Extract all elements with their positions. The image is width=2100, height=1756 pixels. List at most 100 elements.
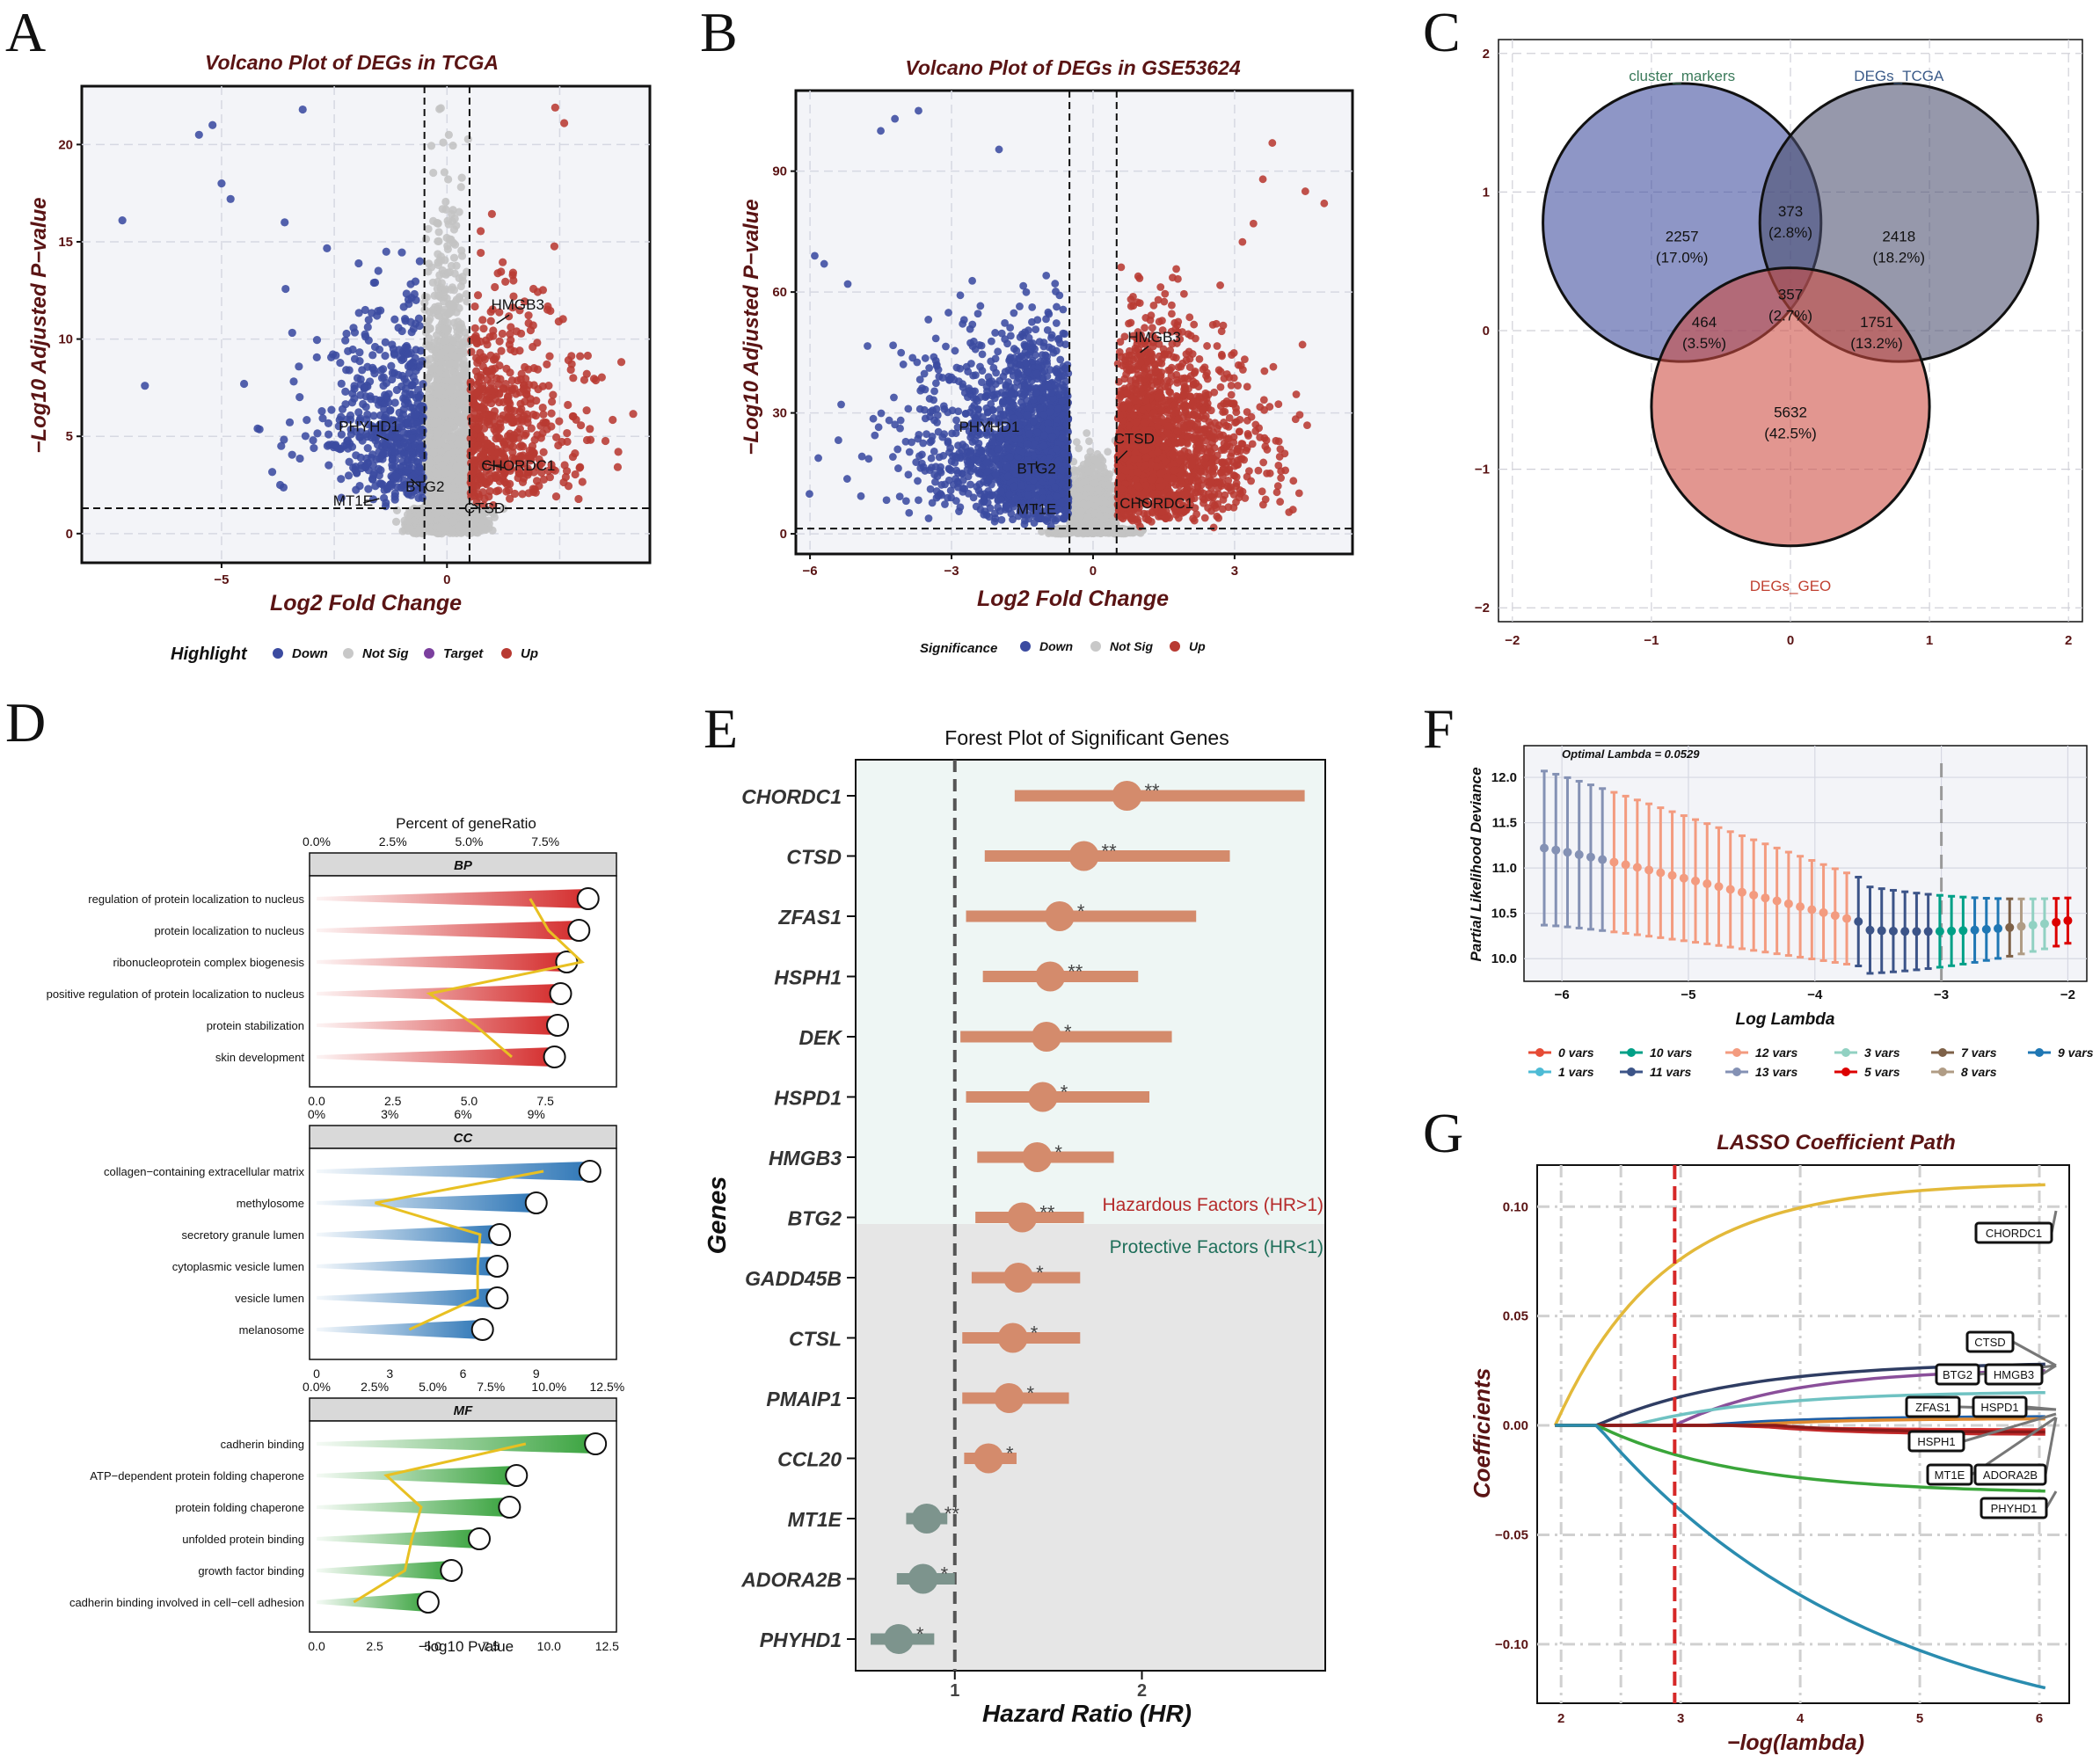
point-ns [446, 387, 455, 396]
point-down [364, 316, 373, 324]
point-up [552, 433, 561, 441]
gene-label: CHORDC1 [481, 457, 555, 474]
point-down [366, 392, 375, 401]
point-down [1010, 309, 1018, 317]
point-down [281, 218, 289, 227]
point-down [288, 328, 296, 338]
gene-label: HMGB3 [491, 296, 543, 313]
point-up [470, 324, 479, 332]
x-tick-label: −5 [214, 572, 229, 587]
point-down [267, 468, 277, 477]
point-ns [436, 104, 445, 113]
panel-a-points [82, 86, 650, 563]
point-down [361, 403, 370, 412]
point-up [530, 485, 539, 494]
point-ns [454, 383, 463, 391]
point-up [494, 426, 503, 434]
point-ns [455, 522, 463, 531]
point-up [498, 329, 507, 339]
point-down [360, 384, 368, 393]
point-down [944, 309, 952, 317]
point-down [355, 348, 364, 357]
point-down [386, 482, 396, 491]
point-down [348, 389, 357, 398]
point-ns [427, 142, 436, 150]
point-down [350, 354, 360, 363]
point-ns [436, 357, 446, 367]
point-up [538, 403, 547, 412]
point-up [473, 424, 483, 433]
point-up [582, 406, 591, 415]
point-up [493, 269, 502, 278]
point-ns [442, 294, 451, 302]
x-tick-label: 0 [443, 572, 450, 587]
point-down [323, 244, 332, 252]
point-up [586, 435, 595, 444]
point-up [616, 358, 626, 367]
point-ns [488, 526, 497, 535]
point-down [295, 454, 304, 463]
point-ns [1074, 467, 1083, 476]
point-up [551, 103, 559, 112]
point-up [507, 413, 516, 422]
point-up [568, 452, 578, 462]
point-down [375, 345, 384, 354]
point-up [529, 342, 537, 352]
point-up [521, 431, 529, 440]
point-ns [434, 258, 442, 267]
point-down [415, 321, 424, 331]
point-up [483, 340, 492, 349]
point-down [413, 385, 423, 394]
point-down [349, 463, 358, 472]
point-ns [456, 427, 465, 437]
point-down [904, 404, 913, 413]
point-down [324, 430, 333, 439]
point-down [253, 424, 262, 433]
point-down [390, 368, 399, 377]
point-ns [452, 221, 461, 230]
point-down [318, 414, 327, 423]
point-up [471, 353, 481, 362]
point-down [370, 278, 380, 287]
point-down [217, 179, 226, 188]
point-up [569, 412, 578, 421]
point-down [382, 247, 390, 256]
point-up [502, 364, 511, 373]
point-down [946, 486, 955, 495]
point-ns [449, 238, 458, 247]
gene-label: PHYHD1 [339, 419, 399, 435]
point-ns [458, 435, 467, 444]
point-up [470, 455, 478, 465]
point-down [837, 400, 845, 409]
point-ns [434, 429, 443, 438]
point-ns [433, 218, 441, 228]
point-down [379, 493, 389, 503]
point-ns [427, 448, 436, 456]
point-ns [430, 291, 439, 300]
point-up [575, 463, 584, 472]
point-down [930, 447, 938, 455]
point-up [576, 421, 586, 430]
point-ns [421, 235, 431, 244]
point-ns [442, 506, 451, 514]
point-ns [441, 197, 450, 207]
point-up [539, 418, 548, 427]
point-up [564, 482, 573, 491]
point-down [361, 332, 370, 341]
point-up [589, 375, 599, 383]
point-down [375, 471, 383, 480]
point-down [357, 463, 366, 473]
point-ns [1057, 526, 1066, 535]
point-down [403, 343, 412, 353]
point-up [547, 397, 557, 406]
point-down [864, 342, 871, 350]
legend-label-3: Up [521, 646, 538, 661]
point-ns [435, 323, 444, 332]
panel-letter-a: A [5, 1, 46, 63]
point-up [601, 436, 610, 446]
point-up [545, 352, 554, 361]
point-up [489, 326, 498, 335]
panel-letter-g: G [1423, 1102, 1463, 1164]
point-ns [1075, 480, 1083, 489]
point-ns [1088, 528, 1096, 536]
